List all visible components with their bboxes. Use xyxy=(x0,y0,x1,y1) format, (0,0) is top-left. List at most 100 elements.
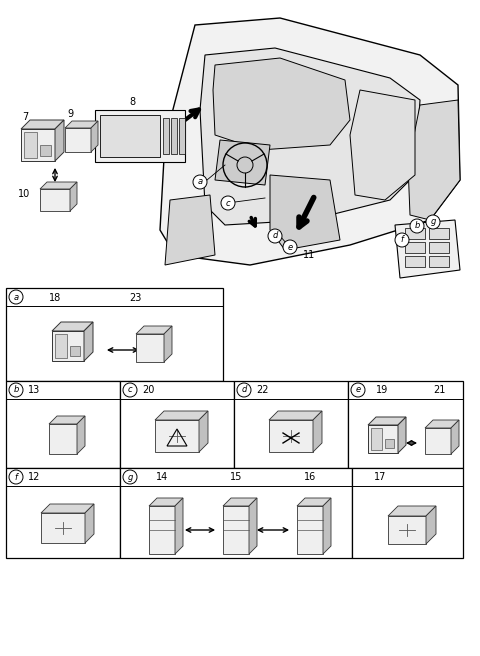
Circle shape xyxy=(283,240,297,254)
Bar xyxy=(429,256,449,267)
Bar xyxy=(223,506,249,554)
Polygon shape xyxy=(70,182,77,211)
Bar xyxy=(6,381,120,468)
Circle shape xyxy=(410,219,424,233)
Text: 7: 7 xyxy=(22,112,28,122)
Polygon shape xyxy=(149,498,183,506)
Bar xyxy=(100,115,160,157)
Text: e: e xyxy=(288,243,293,251)
Text: 14: 14 xyxy=(156,472,168,482)
Text: f: f xyxy=(400,236,404,245)
Text: g: g xyxy=(430,218,436,226)
Text: c: c xyxy=(128,386,132,394)
Bar xyxy=(405,256,425,267)
Bar xyxy=(55,334,67,358)
Polygon shape xyxy=(297,498,331,506)
Polygon shape xyxy=(84,322,93,361)
Polygon shape xyxy=(213,58,350,150)
Text: 23: 23 xyxy=(129,293,141,303)
Bar xyxy=(24,132,37,158)
Polygon shape xyxy=(408,100,460,220)
Text: g: g xyxy=(127,472,132,482)
Bar xyxy=(234,381,348,468)
Circle shape xyxy=(9,383,23,397)
Polygon shape xyxy=(269,411,322,420)
Polygon shape xyxy=(323,498,331,554)
Bar xyxy=(368,425,398,453)
Polygon shape xyxy=(395,220,460,278)
Bar xyxy=(40,189,70,211)
Text: 19: 19 xyxy=(376,385,388,395)
Bar xyxy=(95,110,185,162)
Text: d: d xyxy=(272,232,278,241)
Bar xyxy=(405,228,425,239)
Polygon shape xyxy=(426,506,436,544)
Polygon shape xyxy=(388,506,436,516)
Circle shape xyxy=(123,470,137,484)
Polygon shape xyxy=(451,420,459,454)
Bar xyxy=(352,468,463,558)
Bar xyxy=(405,242,425,253)
Text: 11: 11 xyxy=(303,250,315,260)
Bar xyxy=(120,381,234,468)
Text: a: a xyxy=(13,293,19,302)
Bar xyxy=(40,145,51,156)
Text: b: b xyxy=(414,222,420,230)
Circle shape xyxy=(237,383,251,397)
Polygon shape xyxy=(136,326,172,334)
Text: 8: 8 xyxy=(129,97,135,107)
Bar xyxy=(425,428,451,454)
Text: e: e xyxy=(355,386,360,394)
Circle shape xyxy=(237,157,253,173)
Polygon shape xyxy=(215,140,270,185)
Circle shape xyxy=(351,383,365,397)
Bar xyxy=(429,242,449,253)
Bar xyxy=(429,228,449,239)
Bar xyxy=(120,468,352,558)
Polygon shape xyxy=(49,416,85,424)
Polygon shape xyxy=(175,498,183,554)
Circle shape xyxy=(9,470,23,484)
Text: a: a xyxy=(197,178,203,186)
Polygon shape xyxy=(41,504,94,513)
Bar xyxy=(388,516,426,544)
Polygon shape xyxy=(85,504,94,543)
Bar xyxy=(6,288,223,381)
Text: 21: 21 xyxy=(433,385,445,395)
Polygon shape xyxy=(40,182,77,189)
Polygon shape xyxy=(165,195,215,265)
Text: c: c xyxy=(226,199,230,207)
Bar xyxy=(41,513,85,543)
Bar xyxy=(70,346,80,356)
Text: 17: 17 xyxy=(374,472,386,482)
Polygon shape xyxy=(199,411,208,452)
Circle shape xyxy=(193,175,207,189)
Bar xyxy=(163,118,169,154)
Polygon shape xyxy=(65,121,98,128)
Circle shape xyxy=(221,196,235,210)
Circle shape xyxy=(268,229,282,243)
Bar xyxy=(348,381,463,468)
Circle shape xyxy=(426,215,440,229)
Polygon shape xyxy=(52,322,93,331)
Bar xyxy=(371,428,382,450)
Polygon shape xyxy=(160,18,460,265)
Text: 9: 9 xyxy=(67,109,73,119)
Text: 16: 16 xyxy=(304,472,316,482)
Polygon shape xyxy=(21,120,64,129)
Circle shape xyxy=(9,290,23,304)
Bar xyxy=(21,129,55,161)
Polygon shape xyxy=(368,417,406,425)
Polygon shape xyxy=(350,90,415,200)
Text: 18: 18 xyxy=(49,293,61,303)
Polygon shape xyxy=(223,498,257,506)
Polygon shape xyxy=(249,498,257,554)
Circle shape xyxy=(123,383,137,397)
Polygon shape xyxy=(200,48,420,225)
Text: 12: 12 xyxy=(28,472,40,482)
Bar xyxy=(136,334,164,362)
Polygon shape xyxy=(313,411,322,452)
Polygon shape xyxy=(55,120,64,161)
Bar xyxy=(171,118,177,154)
Polygon shape xyxy=(155,411,208,420)
